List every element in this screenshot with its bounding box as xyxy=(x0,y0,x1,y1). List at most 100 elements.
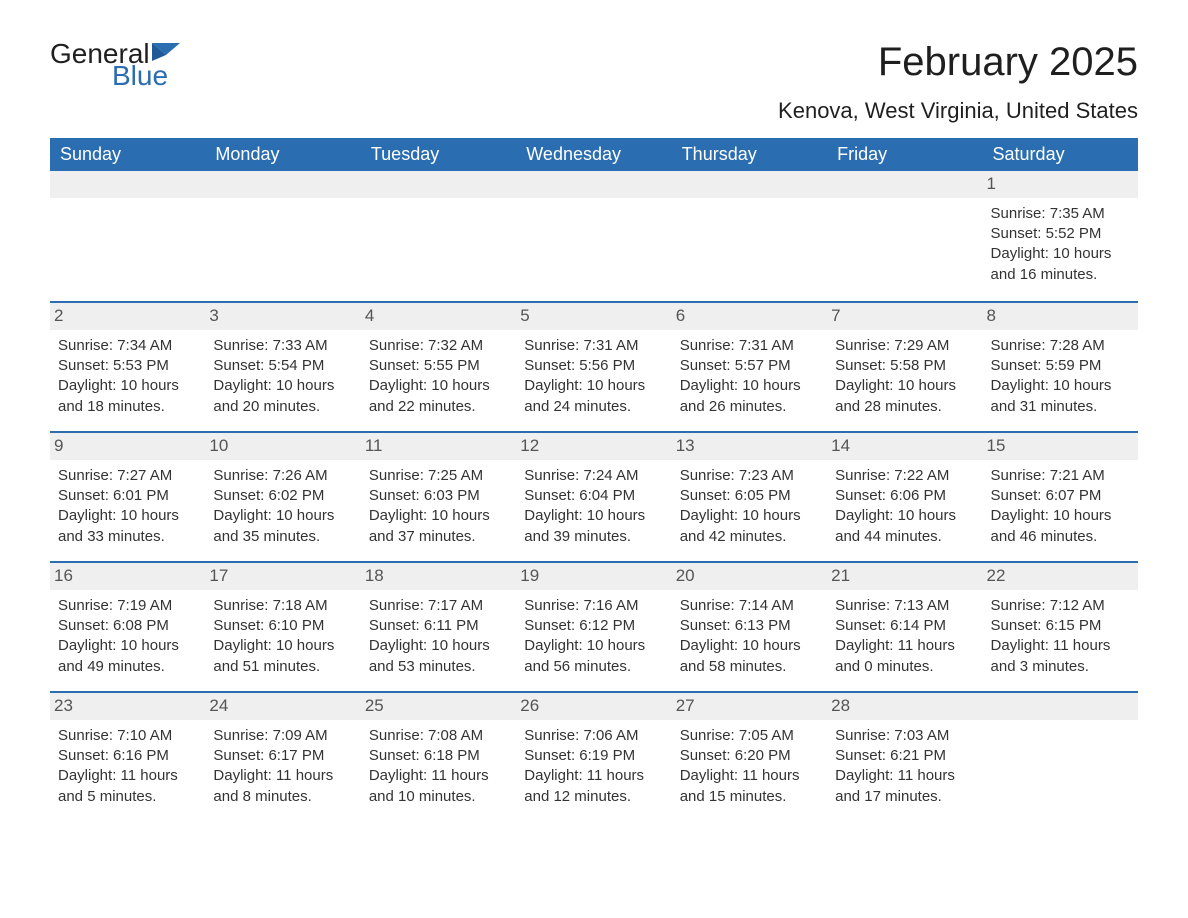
day-info: Sunrise: 7:14 AMSunset: 6:13 PMDaylight:… xyxy=(680,596,819,677)
daylight-text: Daylight: 11 hours and 0 minutes. xyxy=(835,636,974,677)
sunrise-text: Sunrise: 7:18 AM xyxy=(213,596,352,616)
sunrise-text: Sunrise: 7:14 AM xyxy=(680,596,819,616)
weekday-header-cell: Tuesday xyxy=(361,138,516,171)
day-cell: 14Sunrise: 7:22 AMSunset: 6:06 PMDayligh… xyxy=(827,433,982,561)
day-cell xyxy=(361,171,516,301)
day-info: Sunrise: 7:18 AMSunset: 6:10 PMDaylight:… xyxy=(213,596,352,677)
sunset-text: Sunset: 6:02 PM xyxy=(213,486,352,506)
sunrise-text: Sunrise: 7:34 AM xyxy=(58,336,197,356)
daylight-text: Daylight: 10 hours and 35 minutes. xyxy=(213,506,352,547)
day-info: Sunrise: 7:08 AMSunset: 6:18 PMDaylight:… xyxy=(369,726,508,807)
day-number: 13 xyxy=(672,433,827,460)
weekday-header-cell: Monday xyxy=(205,138,360,171)
day-info: Sunrise: 7:06 AMSunset: 6:19 PMDaylight:… xyxy=(524,726,663,807)
sunset-text: Sunset: 6:20 PM xyxy=(680,746,819,766)
week-row: 16Sunrise: 7:19 AMSunset: 6:08 PMDayligh… xyxy=(50,561,1138,691)
day-number: 1 xyxy=(983,171,1138,198)
weekday-header-cell: Wednesday xyxy=(516,138,671,171)
day-number: 27 xyxy=(672,693,827,720)
daylight-text: Daylight: 10 hours and 31 minutes. xyxy=(991,376,1130,417)
daylight-text: Daylight: 10 hours and 26 minutes. xyxy=(680,376,819,417)
week-row: 9Sunrise: 7:27 AMSunset: 6:01 PMDaylight… xyxy=(50,431,1138,561)
sunrise-text: Sunrise: 7:31 AM xyxy=(680,336,819,356)
sunrise-text: Sunrise: 7:26 AM xyxy=(213,466,352,486)
sunrise-text: Sunrise: 7:25 AM xyxy=(369,466,508,486)
day-number xyxy=(205,171,360,198)
daylight-text: Daylight: 10 hours and 28 minutes. xyxy=(835,376,974,417)
day-number: 28 xyxy=(827,693,982,720)
daylight-text: Daylight: 10 hours and 24 minutes. xyxy=(524,376,663,417)
day-info: Sunrise: 7:32 AMSunset: 5:55 PMDaylight:… xyxy=(369,336,508,417)
daylight-text: Daylight: 10 hours and 46 minutes. xyxy=(991,506,1130,547)
day-cell: 6Sunrise: 7:31 AMSunset: 5:57 PMDaylight… xyxy=(672,303,827,431)
daylight-text: Daylight: 10 hours and 53 minutes. xyxy=(369,636,508,677)
sunrise-text: Sunrise: 7:16 AM xyxy=(524,596,663,616)
daylight-text: Daylight: 11 hours and 17 minutes. xyxy=(835,766,974,807)
sunset-text: Sunset: 6:11 PM xyxy=(369,616,508,636)
sunrise-text: Sunrise: 7:29 AM xyxy=(835,336,974,356)
sunset-text: Sunset: 6:03 PM xyxy=(369,486,508,506)
day-cell: 1Sunrise: 7:35 AMSunset: 5:52 PMDaylight… xyxy=(983,171,1138,301)
daylight-text: Daylight: 10 hours and 56 minutes. xyxy=(524,636,663,677)
sunrise-text: Sunrise: 7:13 AM xyxy=(835,596,974,616)
sunset-text: Sunset: 5:56 PM xyxy=(524,356,663,376)
daylight-text: Daylight: 11 hours and 3 minutes. xyxy=(991,636,1130,677)
day-cell: 9Sunrise: 7:27 AMSunset: 6:01 PMDaylight… xyxy=(50,433,205,561)
sunset-text: Sunset: 6:08 PM xyxy=(58,616,197,636)
sunset-text: Sunset: 6:18 PM xyxy=(369,746,508,766)
day-cell: 24Sunrise: 7:09 AMSunset: 6:17 PMDayligh… xyxy=(205,693,360,821)
day-cell: 26Sunrise: 7:06 AMSunset: 6:19 PMDayligh… xyxy=(516,693,671,821)
day-info: Sunrise: 7:27 AMSunset: 6:01 PMDaylight:… xyxy=(58,466,197,547)
daylight-text: Daylight: 10 hours and 33 minutes. xyxy=(58,506,197,547)
day-info: Sunrise: 7:34 AMSunset: 5:53 PMDaylight:… xyxy=(58,336,197,417)
sunrise-text: Sunrise: 7:23 AM xyxy=(680,466,819,486)
day-number: 19 xyxy=(516,563,671,590)
day-info: Sunrise: 7:28 AMSunset: 5:59 PMDaylight:… xyxy=(991,336,1130,417)
sunset-text: Sunset: 5:53 PM xyxy=(58,356,197,376)
sunrise-text: Sunrise: 7:06 AM xyxy=(524,726,663,746)
sunrise-text: Sunrise: 7:35 AM xyxy=(991,204,1130,224)
daylight-text: Daylight: 10 hours and 58 minutes. xyxy=(680,636,819,677)
day-cell: 12Sunrise: 7:24 AMSunset: 6:04 PMDayligh… xyxy=(516,433,671,561)
sunrise-text: Sunrise: 7:09 AM xyxy=(213,726,352,746)
day-number: 10 xyxy=(205,433,360,460)
daylight-text: Daylight: 10 hours and 22 minutes. xyxy=(369,376,508,417)
day-number: 23 xyxy=(50,693,205,720)
sunset-text: Sunset: 6:13 PM xyxy=(680,616,819,636)
day-cell: 5 Sunrise: 7:31 AMSunset: 5:56 PMDaylight… xyxy=(516,303,671,431)
week-row: 2Sunrise: 7:34 AMSunset: 5:53 PMDaylight… xyxy=(50,301,1138,431)
day-number: 17 xyxy=(205,563,360,590)
day-cell: 16Sunrise: 7:19 AMSunset: 6:08 PMDayligh… xyxy=(50,563,205,691)
day-cell xyxy=(205,171,360,301)
sunrise-text: Sunrise: 7:10 AM xyxy=(58,726,197,746)
day-info: Sunrise: 7:03 AMSunset: 6:21 PMDaylight:… xyxy=(835,726,974,807)
sunrise-text: Sunrise: 7:05 AM xyxy=(680,726,819,746)
weekday-header-cell: Thursday xyxy=(672,138,827,171)
daylight-text: Daylight: 10 hours and 49 minutes. xyxy=(58,636,197,677)
sunrise-text: Sunrise: 7:24 AM xyxy=(524,466,663,486)
sunrise-text: Sunrise: 7:31 AM xyxy=(524,336,663,356)
day-info: Sunrise: 7:13 AMSunset: 6:14 PMDaylight:… xyxy=(835,596,974,677)
sunset-text: Sunset: 6:01 PM xyxy=(58,486,197,506)
week-row: 23Sunrise: 7:10 AMSunset: 6:16 PMDayligh… xyxy=(50,691,1138,821)
sunset-text: Sunset: 5:55 PM xyxy=(369,356,508,376)
sunrise-text: Sunrise: 7:21 AM xyxy=(991,466,1130,486)
sunset-text: Sunset: 6:21 PM xyxy=(835,746,974,766)
weekday-header-cell: Saturday xyxy=(983,138,1138,171)
day-cell: 10 Sunrise: 7:26 AMSunset: 6:02 PMDayligh… xyxy=(205,433,360,561)
day-number: 4 xyxy=(361,303,516,330)
sunset-text: Sunset: 6:19 PM xyxy=(524,746,663,766)
daylight-text: Daylight: 10 hours and 42 minutes. xyxy=(680,506,819,547)
sunrise-text: Sunrise: 7:12 AM xyxy=(991,596,1130,616)
day-cell: 21Sunrise: 7:13 AMSunset: 6:14 PMDayligh… xyxy=(827,563,982,691)
day-number xyxy=(827,171,982,198)
daylight-text: Daylight: 10 hours and 44 minutes. xyxy=(835,506,974,547)
day-info: Sunrise: 7:33 AMSunset: 5:54 PMDaylight:… xyxy=(213,336,352,417)
sunset-text: Sunset: 5:52 PM xyxy=(991,224,1130,244)
day-info: Sunrise: 7:17 AMSunset: 6:11 PMDaylight:… xyxy=(369,596,508,677)
sunrise-text: Sunrise: 7:17 AM xyxy=(369,596,508,616)
day-cell: 17 Sunrise: 7:18 AMSunset: 6:10 PMDayligh… xyxy=(205,563,360,691)
day-number: 5 xyxy=(516,303,671,330)
daylight-text: Daylight: 11 hours and 15 minutes. xyxy=(680,766,819,807)
day-info: Sunrise: 7:21 AMSunset: 6:07 PMDaylight:… xyxy=(991,466,1130,547)
